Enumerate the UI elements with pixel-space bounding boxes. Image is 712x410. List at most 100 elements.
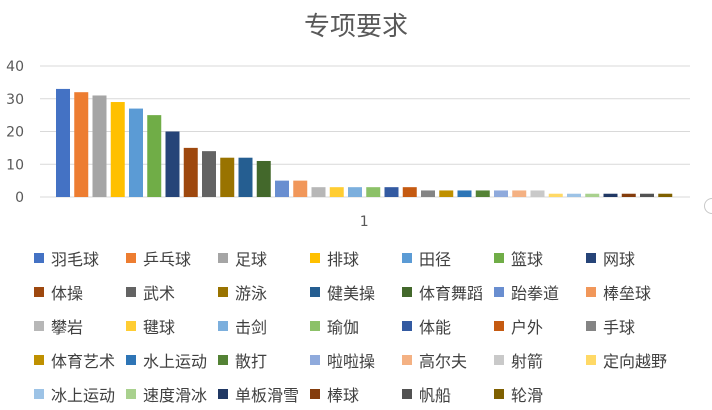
bar (129, 108, 143, 197)
bar (457, 190, 472, 197)
legend-swatch (586, 253, 596, 263)
bar (147, 115, 162, 197)
legend-item: 毽球 (126, 314, 218, 338)
y-axis-tick-labels: 0 10 20 30 40 (6, 59, 24, 206)
legend-item: 单板滑雪 (218, 382, 310, 406)
legend-item: 轮滑 (494, 382, 586, 406)
legend-swatch (586, 355, 596, 365)
legend-item: 帆船 (402, 382, 494, 406)
legend-item: 啦啦操 (310, 348, 402, 372)
legend-label: 户外 (511, 318, 544, 337)
bar (494, 190, 508, 197)
legend: 羽毛球 乒乓球 足球 排球 田径 篮球 网球体操 武术 游泳 健美操 体育舞蹈 跆拳道 棒垒球攀岩 毽球 击… (34, 246, 704, 406)
legend-swatch (494, 253, 504, 263)
legend-item: 体能 (402, 314, 494, 338)
legend-label: 啦啦操 (327, 352, 376, 371)
legend-label: 足球 (235, 250, 268, 269)
legend-item: 羽毛球 (34, 246, 126, 270)
bar (585, 193, 600, 197)
legend-label: 体育艺术 (51, 352, 116, 371)
bar (348, 187, 362, 197)
legend-swatch (310, 389, 320, 399)
legend-label: 羽毛球 (51, 250, 100, 269)
legend-label: 定向越野 (603, 352, 668, 371)
legend-label: 棒垒球 (603, 284, 652, 303)
legend-label: 手球 (603, 318, 636, 337)
legend-swatch (126, 321, 136, 331)
legend-label: 攀岩 (51, 318, 84, 337)
legend-label: 网球 (603, 250, 636, 269)
legend-label: 速度滑冰 (143, 386, 208, 405)
legend-item: 田径 (402, 246, 494, 270)
legend-item: 散打 (218, 348, 310, 372)
legend-swatch (218, 287, 228, 297)
legend-swatch (494, 355, 504, 365)
legend-item: 排球 (310, 246, 402, 270)
bar (567, 193, 581, 197)
legend-item: 武术 (126, 280, 218, 304)
legend-item: 体育舞蹈 (402, 280, 494, 304)
legend-label: 轮滑 (511, 386, 544, 405)
legend-label: 瑜伽 (327, 318, 360, 337)
legend-swatch (34, 355, 44, 365)
legend-swatch (402, 253, 412, 263)
bar (56, 88, 70, 197)
legend-label: 乒乓球 (143, 250, 192, 269)
legend-item: 游泳 (218, 280, 310, 304)
legend-label: 排球 (327, 250, 360, 269)
legend-label: 射箭 (511, 352, 544, 371)
legend-swatch (402, 389, 412, 399)
bar (110, 102, 125, 197)
y-tick-label: 0 (15, 190, 24, 206)
legend-swatch (494, 287, 504, 297)
legend-label: 健美操 (327, 284, 376, 303)
legend-label: 高尔夫 (419, 352, 468, 371)
legend-item: 体操 (34, 280, 126, 304)
legend-swatch (494, 321, 504, 331)
legend-swatch (310, 355, 320, 365)
legend-item: 足球 (218, 246, 310, 270)
bar (220, 157, 235, 197)
legend-swatch (126, 389, 136, 399)
legend-swatch (126, 287, 136, 297)
bar (183, 147, 198, 197)
legend-label: 毽球 (143, 318, 176, 337)
legend-item: 户外 (494, 314, 586, 338)
y-tick-label: 30 (6, 92, 24, 108)
legend-item: 篮球 (494, 246, 586, 270)
bar (475, 190, 490, 197)
bar (238, 157, 253, 197)
legend-item: 冰上运动 (34, 382, 126, 406)
bar-chart: 0 10 20 30 40 1 (6, 59, 690, 230)
bar (256, 160, 271, 197)
legend-label: 冰上运动 (51, 386, 116, 405)
legend-item: 棒球 (310, 382, 402, 406)
legend-swatch (218, 355, 228, 365)
bar (366, 187, 381, 197)
bar (421, 190, 435, 197)
legend-item: 手球 (586, 314, 678, 338)
bar (512, 190, 527, 197)
legend-label: 体能 (419, 318, 452, 337)
bar (603, 193, 618, 197)
bar (548, 193, 563, 197)
legend-item: 击剑 (218, 314, 310, 338)
legend-swatch (586, 287, 596, 297)
bar (640, 193, 654, 197)
bar (202, 151, 216, 197)
legend-item: 乒乓球 (126, 246, 218, 270)
legend-label: 击剑 (235, 318, 268, 337)
legend-label: 体育舞蹈 (419, 284, 484, 303)
chart-title: 专项要求 (303, 12, 408, 42)
legend-item: 棒垒球 (586, 280, 678, 304)
bar (402, 187, 417, 197)
bar (293, 180, 308, 197)
x-axis-tick-labels: 1 (360, 214, 369, 230)
legend-label: 水上运动 (143, 352, 208, 371)
legend-item: 射箭 (494, 348, 586, 372)
legend-swatch (402, 355, 412, 365)
legend-label: 跆拳道 (511, 284, 560, 303)
legend-swatch (494, 389, 504, 399)
legend-item: 高尔夫 (402, 348, 494, 372)
legend-item: 瑜伽 (310, 314, 402, 338)
